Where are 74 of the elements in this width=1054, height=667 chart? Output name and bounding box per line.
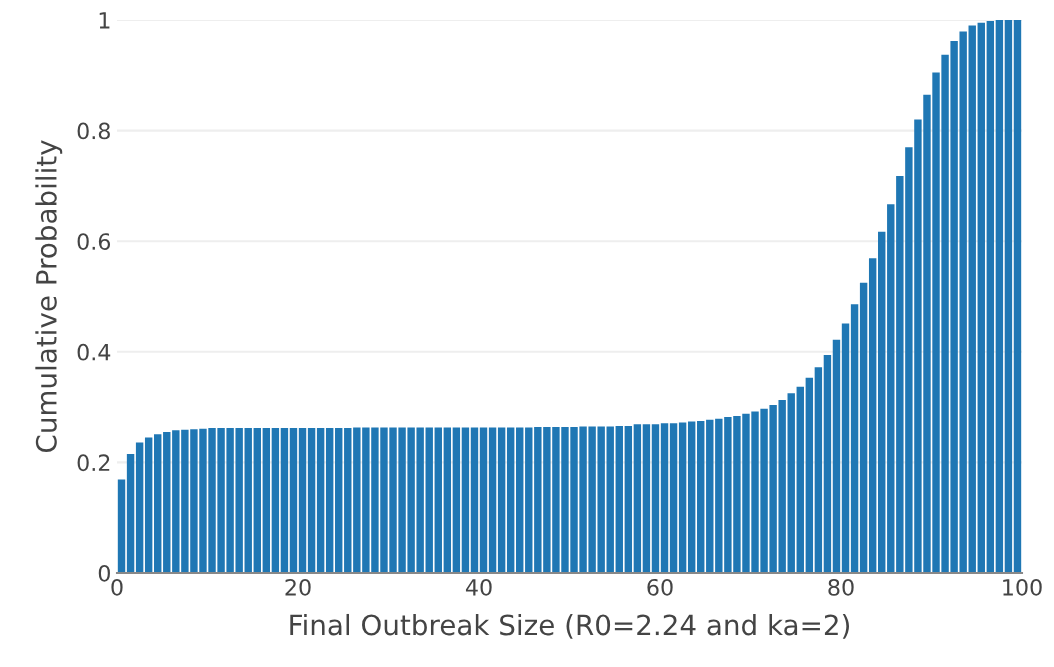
y-tick-label: 0.4 [77, 343, 111, 361]
bar [678, 422, 687, 573]
bar [135, 442, 144, 573]
bar [606, 426, 614, 573]
y-tick-label: 0.2 [77, 454, 110, 472]
bar [823, 355, 832, 573]
bar [651, 424, 660, 573]
bar [461, 427, 470, 573]
x-tick-label: 80 [828, 578, 854, 596]
bar [117, 479, 126, 573]
bar [434, 427, 442, 573]
bar [995, 20, 1004, 573]
bar [144, 437, 153, 573]
y-tick-label: 1 [99, 12, 110, 29]
bar [307, 428, 316, 573]
bar [977, 22, 985, 573]
bar [335, 428, 343, 573]
bar [633, 424, 642, 573]
bar [796, 386, 804, 573]
bar [244, 428, 252, 573]
bar [506, 427, 515, 573]
bar [832, 339, 841, 573]
bar [253, 428, 261, 573]
bar [697, 420, 705, 573]
bar [986, 21, 995, 573]
bar [154, 434, 162, 573]
bar [968, 25, 976, 573]
y-tick-label: 0 [98, 564, 110, 582]
bar [805, 377, 814, 573]
bar [706, 419, 714, 573]
x-tick-label: 0 [111, 578, 123, 596]
bar [280, 428, 289, 573]
bar [470, 427, 479, 573]
bar [887, 204, 895, 573]
bar [325, 428, 334, 573]
y-tick-label: 0.8 [77, 122, 110, 140]
bar [814, 367, 823, 573]
bar [841, 323, 850, 573]
x-tick-label: 60 [647, 578, 673, 596]
bar [669, 423, 678, 573]
bar [289, 428, 298, 573]
bar [660, 423, 669, 573]
bar [452, 427, 461, 573]
bar [642, 424, 651, 573]
x-tick-label: 100 [1003, 578, 1042, 596]
bar [262, 428, 271, 573]
bar [787, 393, 795, 573]
bar [878, 231, 886, 573]
bar [316, 428, 325, 573]
bar [443, 427, 452, 573]
bar [271, 428, 280, 573]
bar [298, 428, 307, 573]
bar [868, 258, 877, 573]
bar [687, 421, 696, 573]
bar [163, 431, 171, 573]
bar [1013, 20, 1022, 573]
x-axis-title: Final Outbreak Size (R0=2.24 and ka=2) [290, 613, 849, 639]
bar [850, 304, 859, 573]
bar [479, 427, 488, 573]
y-tick-label: 0.6 [77, 233, 111, 250]
bar [859, 282, 868, 573]
x-tick-label: 20 [285, 578, 311, 596]
bar [1004, 20, 1013, 573]
x-tick-label: 40 [465, 578, 492, 596]
bar [126, 454, 135, 573]
bar [488, 427, 497, 573]
bar [497, 427, 506, 573]
y-axis-title: Cumulative Probability [35, 140, 63, 453]
bar [516, 427, 524, 573]
bar [344, 428, 352, 573]
bar [624, 425, 633, 573]
bar [425, 427, 433, 573]
bar [615, 425, 623, 573]
bar [525, 427, 533, 573]
